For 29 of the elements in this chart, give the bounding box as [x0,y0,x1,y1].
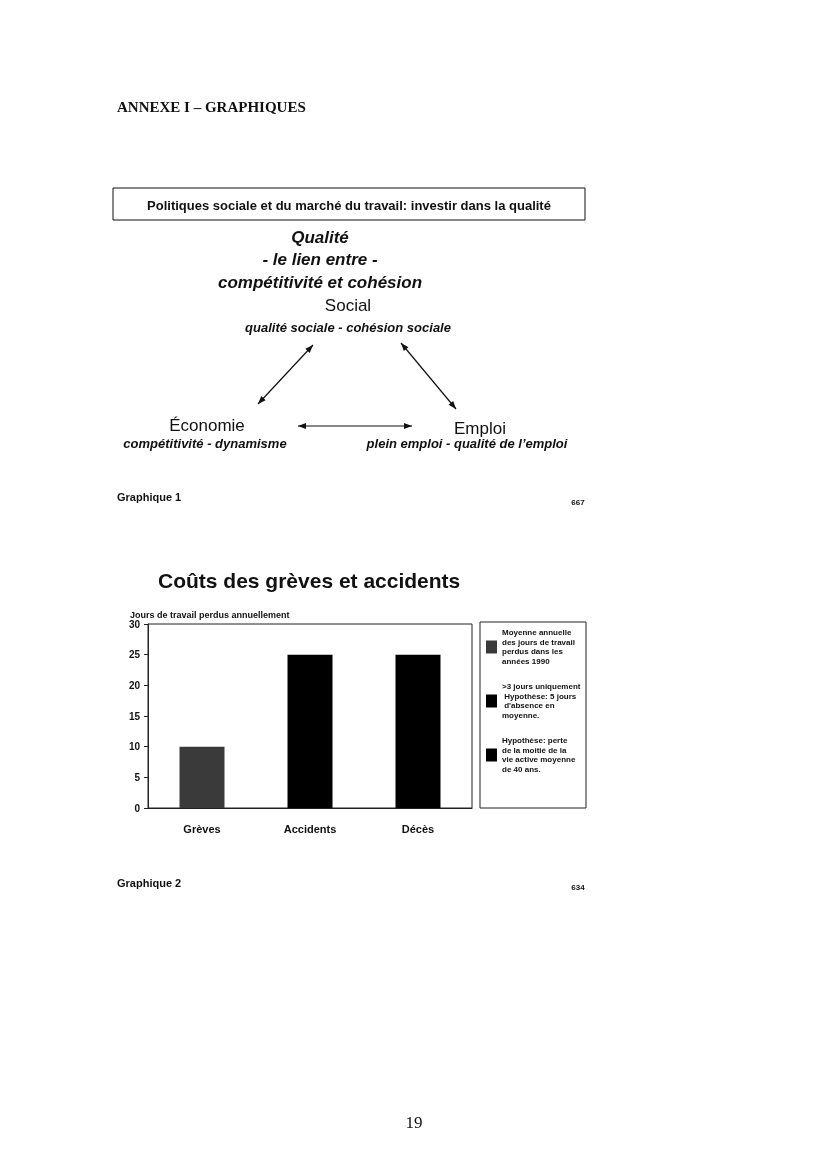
text: Social [324,295,372,315]
text: ANNEXE I – GRAPHIQUES [117,99,306,115]
text: Économie [169,415,245,435]
legend-label: Hypothèse: perte de la moitié de la vie active moyenne de 40 ans. [502,736,578,774]
text: compétitivité - dynamisme [123,435,287,451]
y-tick-label: 15 [128,710,141,722]
text: 19 [405,1112,423,1132]
text: Qualité - le lien entre - compétitivité et cohésion [217,227,423,292]
y-tick-label: 5 [134,771,141,783]
text: 667 [571,497,586,507]
text: 634 [571,882,586,892]
y-tick-label: 10 [128,741,141,753]
text: plein emploi - qualité de l’emploi [365,435,568,451]
text: Politiques sociale et du marché du travail: investir dans la qualité [147,197,551,213]
legend-label: >3 jours uniquement Hypothèse: 5 jours d'absence en moyenne. [502,682,581,720]
y-axis-title: Jours de travail perdus annuellement [130,610,290,620]
legend-label: Moyenne annuelle des jours de travail perdus dans les années 1990 [502,628,578,666]
text: qualité sociale - cohésion sociale [245,319,451,335]
text: Graphique 2 [117,877,182,889]
y-tick-label: 20 [128,679,141,691]
x-tick-label: Décès [401,822,435,835]
y-tick-label: 25 [128,649,141,661]
x-tick-label: Grèves [183,822,221,835]
chart-title: Coûts des grèves et accidents [158,569,461,592]
text: Emploi [454,418,506,438]
x-tick-label: Accidents [283,822,337,835]
y-tick-label: 0 [134,802,141,814]
text: Graphique 1 [117,491,182,503]
y-tick-label: 30 [128,618,141,630]
